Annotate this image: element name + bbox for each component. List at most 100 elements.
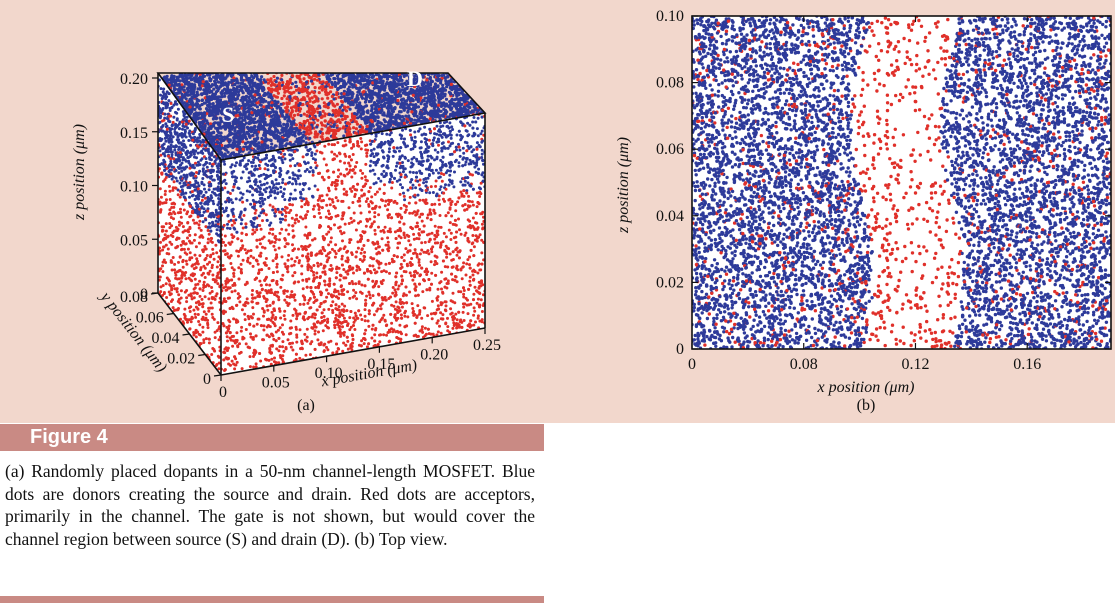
dopant-dot [362,65,365,68]
dopant-dot [203,117,207,121]
dopant-dot [356,52,359,55]
dopant-dot [330,57,333,60]
dopant-dot [368,53,371,56]
dopant-dot [402,39,405,42]
dopant-dot [370,51,373,54]
dopant-dot [364,45,367,48]
dopant-dot [298,126,302,130]
dopant-dot [314,58,317,61]
dopant-dot [406,50,409,53]
dopant-dot [415,32,418,35]
dopant-dot [355,67,358,70]
dopant-dot [274,127,278,131]
dopant-dot [216,121,220,125]
dopant-dot [375,41,378,44]
dopant-dot [274,65,277,68]
dopant-dot [234,111,238,115]
dopant-dot [351,103,355,107]
dopant-dot [333,55,336,58]
dopant-dot [286,81,290,85]
dopant-dot [259,85,263,89]
dopant-dot [303,98,307,102]
dopant-dot [303,127,308,131]
dopant-dot [231,65,234,68]
dopant-dot [330,51,333,54]
dopant-dot [373,58,376,61]
dopant-dot [337,58,340,61]
dopant-dot [386,64,389,67]
dopant-dot [408,51,411,54]
dopant-dot [411,93,415,97]
dopant-dot [200,98,204,102]
dopant-dot [227,67,230,70]
dopant-dot [270,61,273,64]
dopant-dot [255,59,258,62]
dopant-dot [291,116,295,120]
dopant-dot [416,75,420,79]
dopant-dot [314,134,318,138]
dopant-dot [369,39,372,42]
dopant-dot [320,127,324,131]
dopant-dot [400,67,403,70]
dopant-dot [243,83,247,87]
dopant-dot [294,103,298,108]
dopant-dot [406,62,409,65]
dopant-dot [390,55,393,58]
dopant-dot [344,109,349,113]
dopant-dot [388,115,392,119]
dopant-dot [275,95,279,99]
dopant-dot [353,63,356,66]
dopant-dot [326,65,329,68]
dopant-dot [234,114,238,118]
dopant-dot [266,61,269,64]
dopant-dot [401,65,404,68]
dopant-dot [422,45,425,48]
dopant-dot [430,56,433,59]
dopant-dot [183,82,188,86]
dopant-dot [215,100,219,104]
dopant-dot [336,48,339,51]
dopant-dot [396,56,399,59]
dopant-dot [419,57,422,60]
dopant-dot [247,66,250,69]
dopant-dot [407,49,410,52]
dopant-dot [370,62,373,65]
dopant-dot [416,61,419,64]
dopant-dot [446,65,449,68]
dopant-dot [289,54,292,57]
dopant-dot [282,133,286,137]
dopant-dot [383,74,387,78]
dopant-dot [415,39,418,42]
dopant-dot [407,34,410,37]
dopant-dot [198,83,202,87]
dopant-dot [403,42,406,45]
dopant-dot [253,128,257,132]
dopant-dot [425,40,428,43]
dopant-dot [289,112,293,116]
dopant-dot [383,62,386,65]
dopant-dot [383,59,386,62]
chart-a-3d-scatter: 00.050.100.150.2000.020.040.060.0800.050… [71,32,501,414]
dopant-dot [361,68,364,71]
dopant-dot [424,84,428,88]
dopant-dot [441,114,445,118]
dopant-dot [328,77,332,82]
dopant-dot [403,51,406,54]
dopant-dot [232,90,236,94]
dopant-dot [296,62,299,65]
dopant-dot [384,53,387,56]
dopant-dot [270,142,274,146]
dopant-dot [430,88,434,92]
dopant-dot [365,124,369,129]
dopant-dot [435,110,439,115]
dopant-dot [435,66,438,69]
dopant-dot [286,54,289,57]
dopant-dot [267,95,271,99]
dopant-dot [216,80,221,84]
dopant-dot [371,49,374,52]
dopant-dot [390,51,393,54]
dopant-dot [232,66,235,69]
dopant-dot [365,43,368,46]
dopant-dot [308,104,312,108]
dopant-dot [326,68,329,71]
